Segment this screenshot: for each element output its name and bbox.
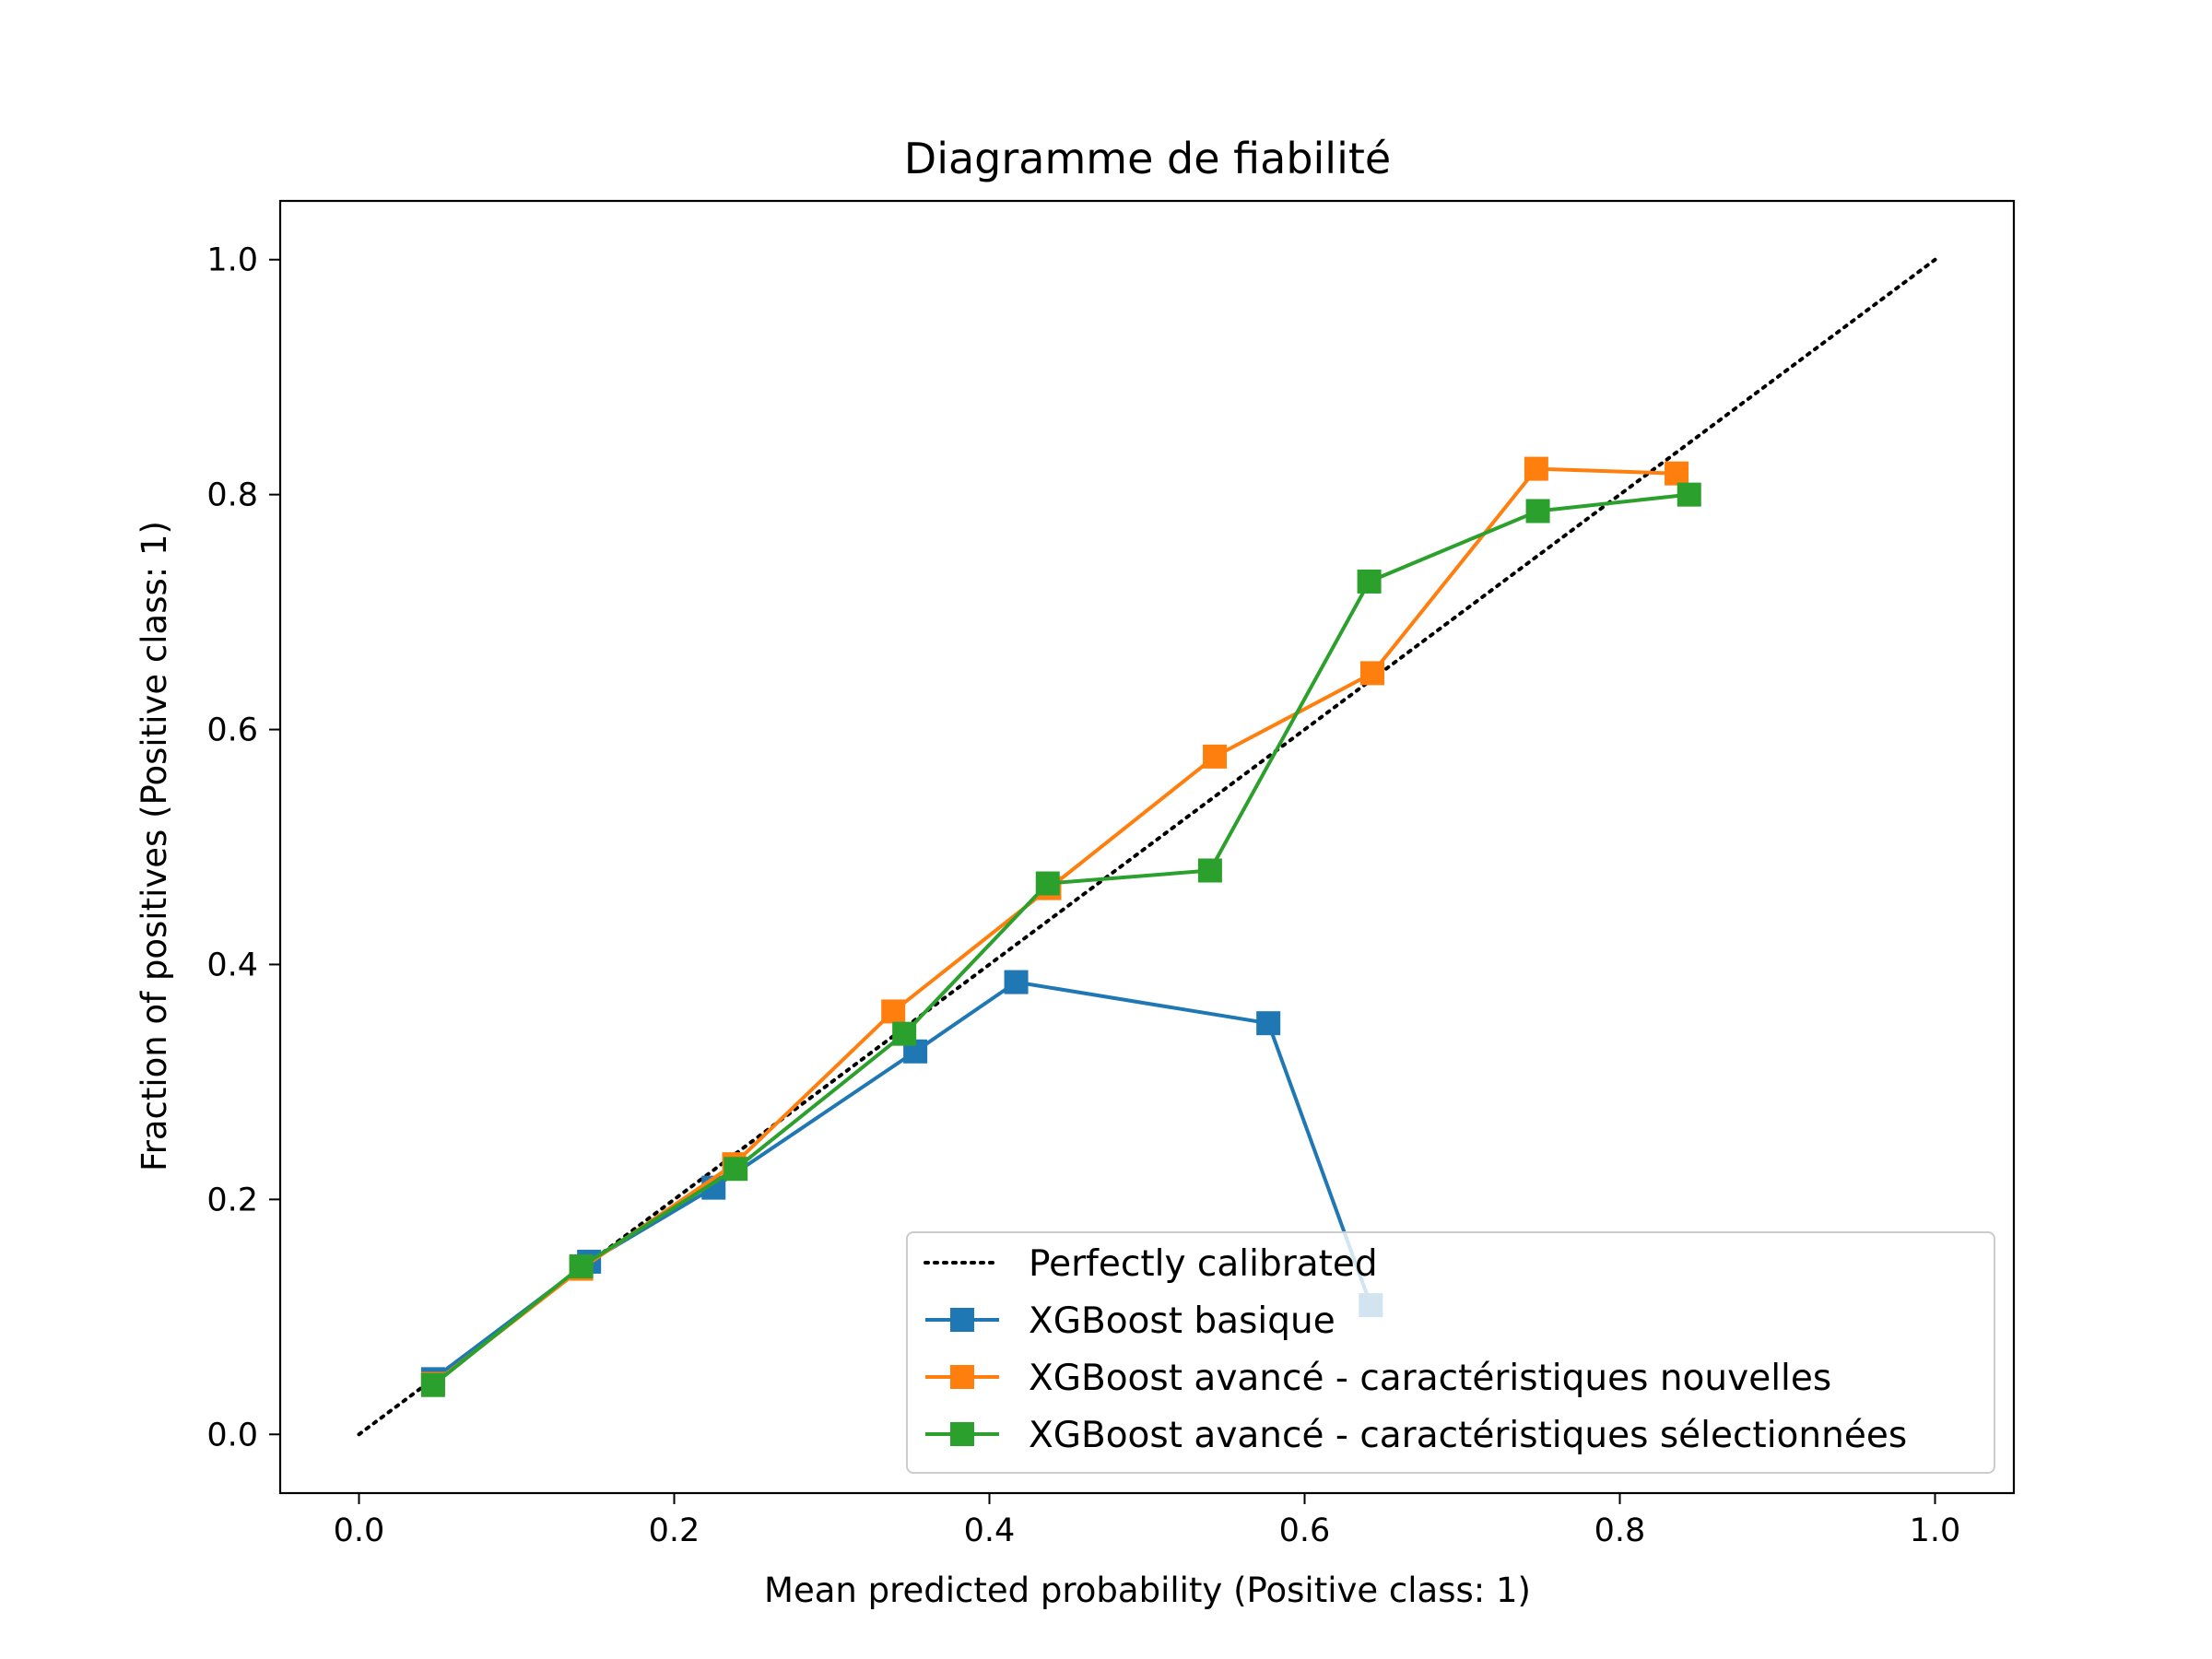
series-layer bbox=[357, 257, 1937, 1437]
series-3-point bbox=[1035, 871, 1060, 896]
x-tick-label: 0.8 bbox=[1594, 1512, 1646, 1549]
series-1-point bbox=[1004, 970, 1029, 994]
plot-area: 0.0 0.2 0.4 0.6 0.8 1.0 0.0 0.2 0.4 0.6 0.8 1.0 bbox=[206, 199, 2016, 1549]
y-tick-label: 0.4 bbox=[206, 947, 258, 983]
y-tick-label: 0.6 bbox=[206, 712, 258, 749]
x-tick-label: 0.4 bbox=[964, 1512, 1016, 1549]
y-tick-label: 0.8 bbox=[206, 477, 258, 514]
legend-box bbox=[906, 1231, 1995, 1474]
x-tick-label: 0.0 bbox=[334, 1512, 385, 1549]
series-3-point bbox=[1197, 858, 1222, 883]
series-3-point bbox=[1357, 569, 1382, 594]
legend-label: XGBoost avancé - caractéristiques nouvel… bbox=[1029, 1358, 1831, 1399]
series-2-point bbox=[881, 999, 906, 1024]
x-tick-label: 0.2 bbox=[649, 1512, 700, 1549]
y-tick-label: 0.0 bbox=[206, 1417, 258, 1453]
series-3-point bbox=[1677, 482, 1701, 507]
x-tick-label: 1.0 bbox=[1910, 1512, 1961, 1549]
series-3-point bbox=[420, 1372, 445, 1397]
legend-swatch-marker bbox=[950, 1422, 974, 1446]
x-axis-label: Mean predicted probability (Positive cla… bbox=[764, 1571, 1531, 1610]
legend-swatch-marker bbox=[950, 1365, 974, 1389]
legend-label: XGBoost avancé - caractéristiques sélect… bbox=[1029, 1415, 1907, 1456]
series-2-point bbox=[1203, 744, 1228, 769]
y-tick-label: 0.2 bbox=[206, 1182, 258, 1218]
y-axis-ticks: 0.0 0.2 0.4 0.6 0.8 1.0 bbox=[206, 242, 280, 1453]
x-tick-label: 0.6 bbox=[1279, 1512, 1331, 1549]
series-3-point bbox=[724, 1157, 748, 1182]
legend-label: Perfectly calibrated bbox=[1029, 1243, 1378, 1285]
x-axis-ticks: 0.0 0.2 0.4 0.6 0.8 1.0 bbox=[334, 1493, 1961, 1549]
series-3-point bbox=[1525, 499, 1550, 524]
legend-label: XGBoost basique bbox=[1029, 1300, 1335, 1342]
series-3-point bbox=[892, 1021, 917, 1046]
y-tick-label: 1.0 bbox=[206, 242, 258, 279]
legend: Perfectly calibrated XGBoost basique XGBoo… bbox=[906, 1231, 1995, 1474]
plot-frame bbox=[278, 199, 2016, 1495]
series-1-point bbox=[1256, 1011, 1281, 1036]
legend-swatch-marker bbox=[950, 1308, 974, 1332]
series-2-point bbox=[1665, 461, 1689, 486]
chart-title: Diagramme de fiabilité bbox=[904, 134, 1391, 183]
series-2-point bbox=[1524, 456, 1548, 481]
legend-entries: Perfectly calibrated XGBoost basique XGBoo… bbox=[924, 1243, 1907, 1456]
series-2-point bbox=[1360, 661, 1385, 686]
series-3-point bbox=[569, 1254, 594, 1279]
y-axis-label: Fraction of positives (Positive class: 1… bbox=[135, 521, 174, 1171]
